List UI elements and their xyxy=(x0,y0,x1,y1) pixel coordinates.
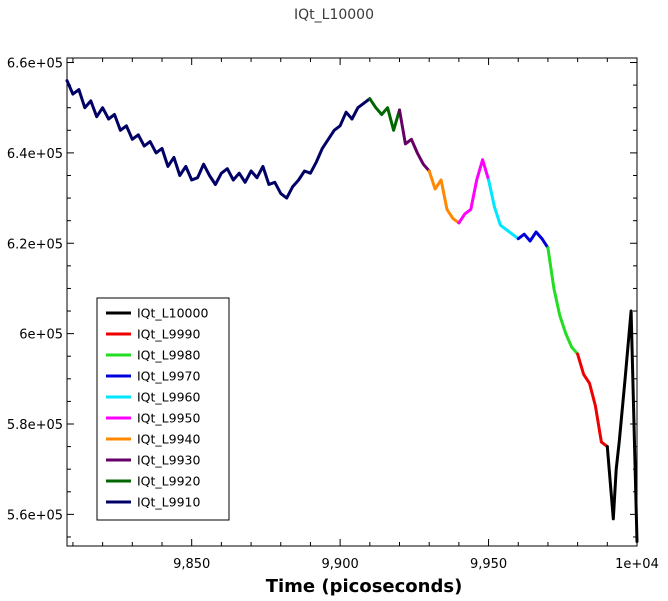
legend-label: IQt_L9980 xyxy=(137,348,200,363)
y-tick-label: 5.6e+05 xyxy=(7,508,63,523)
legend-label: IQt_L9960 xyxy=(137,390,200,405)
x-tick-label: 9,900 xyxy=(322,557,359,572)
x-tick-label: 9,950 xyxy=(470,557,507,572)
axis-layer: 9,850 9,900 9,950 1e+04 5.6e+05 5.8e+05 6e+05 6… xyxy=(7,57,659,572)
series-line-iqt-l9970 xyxy=(516,230,550,250)
legend-label: IQt_L9990 xyxy=(137,327,200,342)
series-line-iqt-l9940 xyxy=(427,169,461,225)
series-line-iqt-l9920 xyxy=(368,97,401,132)
series-line-iqt-l9980 xyxy=(546,246,580,356)
legend-label: IQt_L9930 xyxy=(137,453,200,468)
legend-label: IQt_L9910 xyxy=(137,495,200,510)
y-tick-label: 6e+05 xyxy=(19,328,63,343)
y-tick-label: 5.8e+05 xyxy=(7,418,63,433)
x-axis-label: Time (picoseconds) xyxy=(266,576,463,597)
series-line-iqt-l10000 xyxy=(605,309,639,543)
y-tick-label: 6.2e+05 xyxy=(7,237,63,252)
legend-label: IQt_L9920 xyxy=(137,474,200,489)
legend-label: IQt_L10000 xyxy=(137,306,208,321)
series-line-iqt-l9990 xyxy=(576,352,609,449)
y-tick-label: 6.6e+05 xyxy=(7,57,63,72)
legend: IQt_L10000 IQt_L9990 IQt_L9980 IQt_L9970 IQt… xyxy=(96,297,230,521)
series-line-iqt-l9950 xyxy=(457,158,491,225)
series-layer xyxy=(65,79,639,543)
series-line-iqt-l9960 xyxy=(487,178,520,241)
legend-label: IQt_L9940 xyxy=(137,432,200,447)
plot-frame xyxy=(66,57,638,547)
x-tick-label: 9,850 xyxy=(173,557,210,572)
legend-label: IQt_L9950 xyxy=(137,411,200,426)
legend-label: IQt_L9970 xyxy=(137,369,200,384)
chart-title: IQt_L10000 xyxy=(294,7,374,23)
x-tick-label: 1e+04 xyxy=(615,557,659,572)
series-line-iqt-l9930 xyxy=(398,108,431,173)
y-tick-label: 6.4e+05 xyxy=(7,147,63,162)
series-line-iqt-l9910 xyxy=(65,79,372,200)
